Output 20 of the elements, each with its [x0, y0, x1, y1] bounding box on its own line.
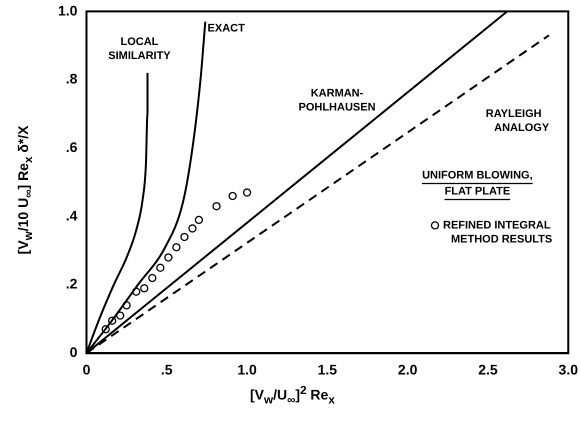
x-axis-title: [V$_{w}$/U$_{∞}$]$^{2}$ Re$_{x}$ [250, 384, 335, 406]
text: LOCAL SIMILARITY [108, 36, 172, 62]
x-tick-label: 1.5 [318, 361, 338, 378]
x-tick-label: 0 [82, 361, 91, 378]
y-tick-label: .8 [66, 70, 78, 87]
y-tick-label: 1.0 [58, 2, 78, 18]
y-tick-label: .4 [66, 207, 78, 224]
y-tick-label: .6 [66, 138, 78, 155]
x-tick-label: 1.0 [237, 361, 258, 378]
x-tick-label: 3.0 [558, 361, 578, 378]
series-label: EXACT [208, 22, 246, 35]
legend-label: REFINED INTEGRAL METHOD RESULTS [443, 219, 552, 246]
y-tick-label: 0 [70, 344, 78, 360]
series-label: KARMAN-POHLHAUSEN [298, 87, 376, 114]
x-tick-label: .5 [160, 361, 173, 378]
x-tick-label: 2.5 [478, 361, 498, 378]
annotation: UNIFORM BLOWING, FLAT PLATE [422, 169, 533, 198]
x-tick-label: 2.0 [398, 361, 418, 378]
text: RAYLEIGH ANALOGY [486, 108, 550, 134]
y-tick-label: .2 [66, 276, 78, 292]
